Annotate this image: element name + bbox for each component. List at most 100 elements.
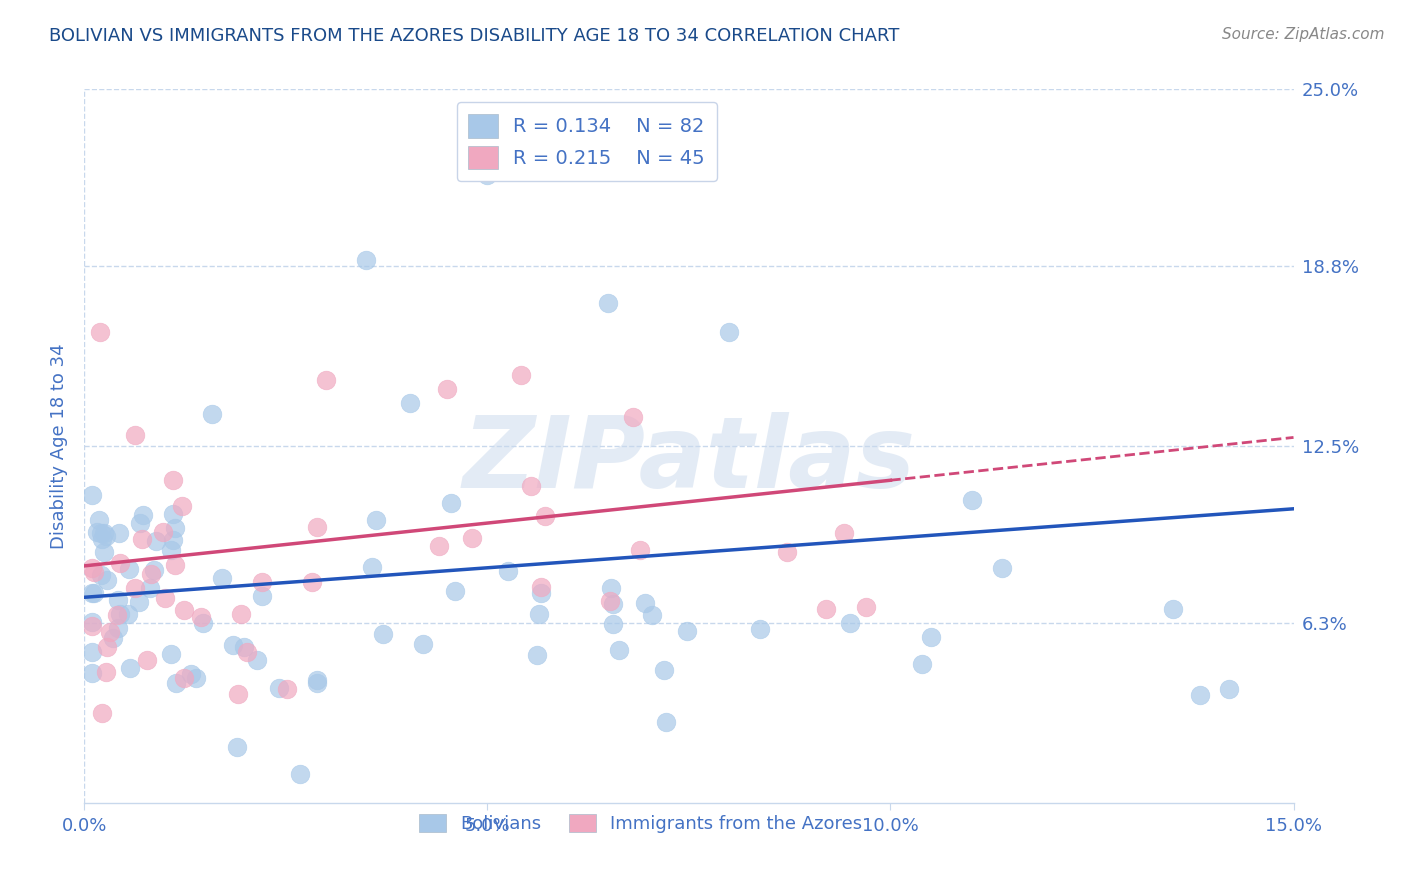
Point (83, 565, 105, 579)
Point (91, 532, 114, 546)
Point (82, 488, 104, 502)
Point (621, 410, 644, 425)
Point (652, 663, 675, 677)
Point (301, 575, 323, 590)
Point (305, 673, 328, 687)
Point (356, 253, 378, 268)
Point (108, 607, 131, 621)
Point (229, 607, 252, 621)
Point (267, 681, 290, 695)
Point (184, 671, 207, 685)
Point (201, 407, 224, 421)
Point (233, 640, 256, 654)
Point (399, 396, 422, 410)
Point (640, 607, 662, 622)
Point (94, 665, 117, 680)
Point (533, 508, 555, 523)
Point (107, 593, 129, 607)
Point (82, 586, 104, 600)
Point (855, 599, 877, 614)
Point (163, 521, 186, 535)
Point (510, 368, 533, 382)
Point (527, 607, 550, 621)
Point (82, 645, 104, 659)
Point (443, 584, 465, 599)
Point (960, 492, 983, 507)
Point (86, 524, 108, 539)
Point (162, 507, 184, 521)
Point (118, 661, 141, 675)
Point (307, 520, 329, 534)
Point (749, 622, 772, 636)
Point (252, 589, 274, 603)
Text: Source: ZipAtlas.com: Source: ZipAtlas.com (1222, 27, 1385, 42)
Point (520, 479, 543, 493)
Point (93, 526, 115, 541)
Point (832, 525, 855, 540)
Point (461, 531, 484, 545)
Point (139, 581, 162, 595)
Point (90, 526, 112, 541)
Point (920, 630, 942, 644)
Point (135, 653, 157, 667)
Point (143, 563, 166, 577)
Point (82, 618, 104, 632)
Legend: Bolivians, Immigrants from the Azores: Bolivians, Immigrants from the Azores (412, 806, 869, 840)
Point (129, 516, 152, 531)
Point (162, 473, 184, 487)
Point (132, 508, 155, 522)
Point (90, 568, 112, 582)
Point (160, 543, 183, 558)
Point (82, 561, 104, 575)
Point (98, 624, 121, 639)
Point (108, 557, 131, 571)
Point (496, 564, 519, 578)
Point (155, 591, 177, 605)
Point (315, 373, 337, 387)
Point (276, 681, 298, 696)
Point (288, 767, 311, 781)
Point (226, 740, 249, 755)
Point (124, 581, 146, 595)
Point (235, 645, 257, 659)
Point (193, 615, 215, 630)
Point (530, 580, 553, 594)
Point (250, 574, 273, 589)
Point (839, 615, 862, 630)
Point (139, 566, 162, 581)
Point (607, 643, 630, 657)
Text: BOLIVIAN VS IMMIGRANTS FROM THE AZORES DISABILITY AGE 18 TO 34 CORRELATION CHART: BOLIVIAN VS IMMIGRANTS FROM THE AZORES D… (49, 27, 900, 45)
Point (83, 585, 105, 599)
Point (222, 638, 245, 652)
Point (190, 609, 212, 624)
Point (440, 496, 463, 510)
Point (211, 571, 233, 585)
Point (477, 168, 499, 182)
Point (1161, 601, 1184, 615)
Point (91, 706, 114, 720)
Point (163, 558, 186, 573)
Point (776, 545, 799, 559)
Point (246, 653, 269, 667)
Point (117, 607, 139, 622)
Point (118, 562, 141, 576)
Point (526, 648, 548, 662)
Point (170, 500, 193, 514)
Point (173, 603, 195, 617)
Point (655, 715, 678, 730)
Point (173, 672, 195, 686)
Point (1189, 688, 1212, 702)
Point (108, 525, 131, 540)
Point (602, 597, 624, 611)
Point (602, 616, 624, 631)
Point (145, 534, 167, 549)
Point (128, 595, 150, 609)
Point (165, 676, 187, 690)
Point (105, 608, 128, 623)
Point (305, 675, 328, 690)
Point (599, 581, 621, 595)
Point (530, 586, 553, 600)
Point (82, 666, 104, 681)
Point (180, 666, 202, 681)
Point (436, 382, 458, 396)
